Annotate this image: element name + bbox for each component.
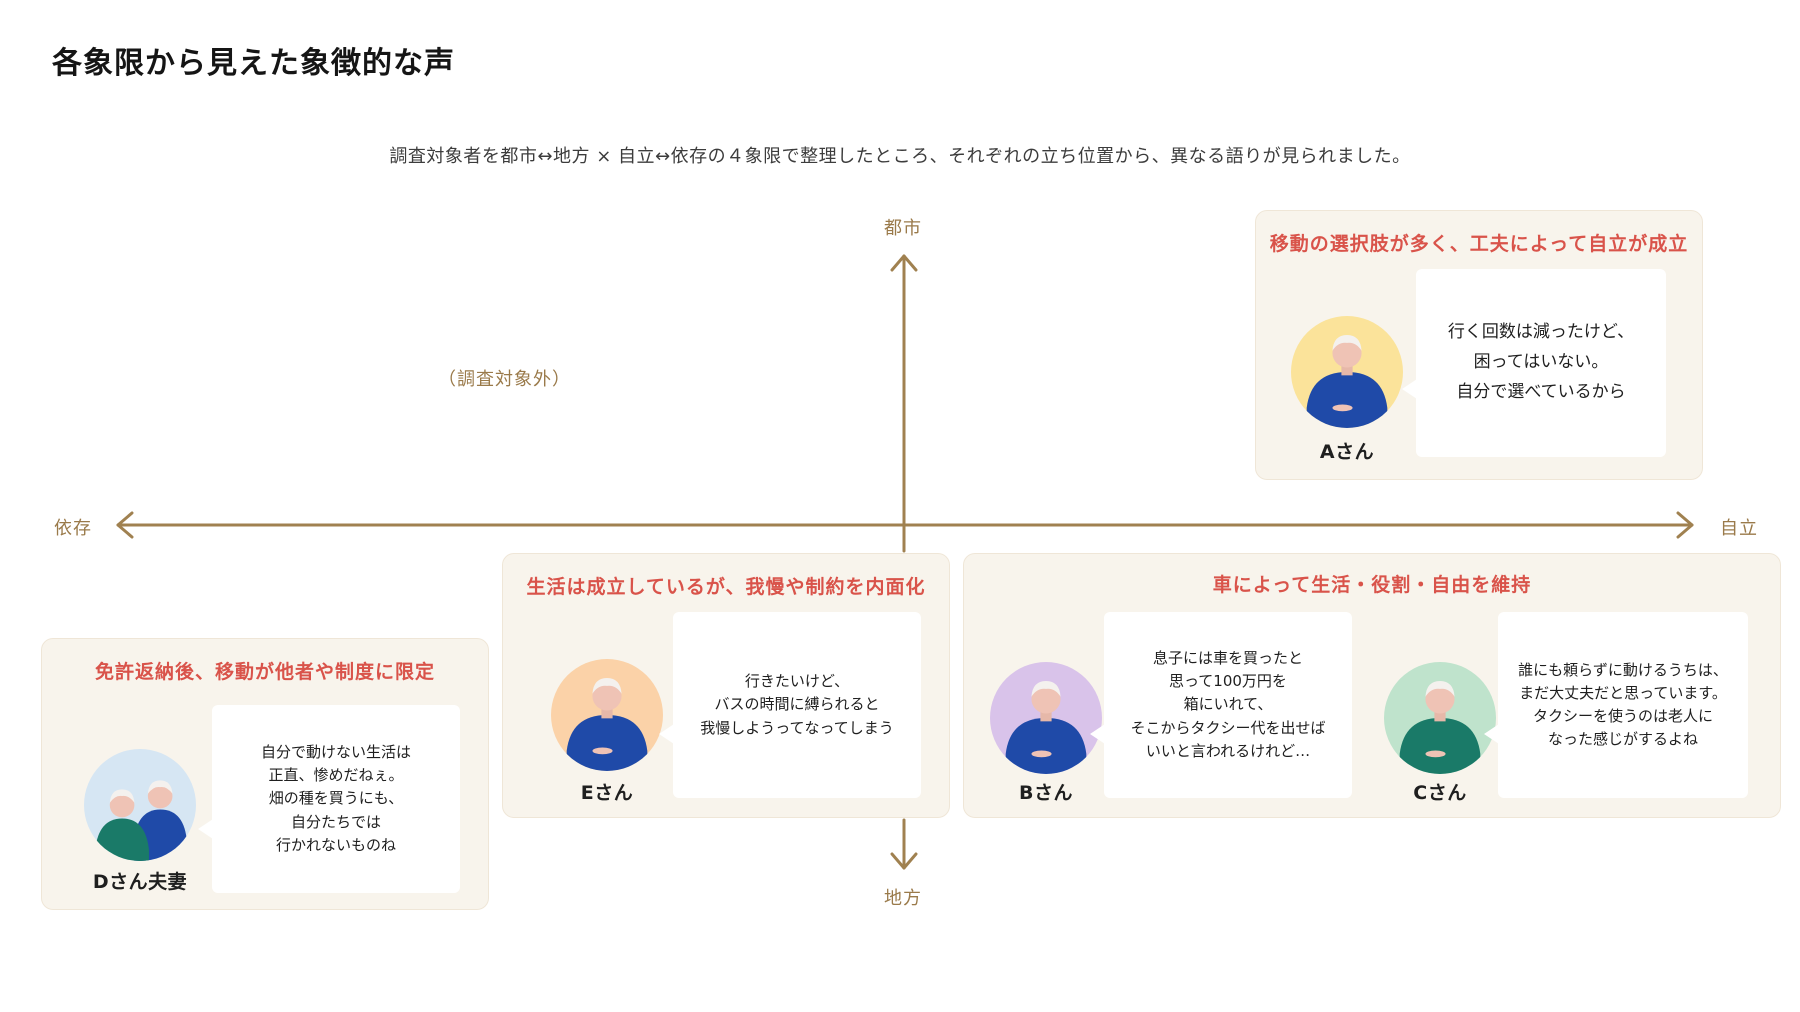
card-heading: 車によって生活・役割・自由を維持 [1212,574,1532,596]
quote-line: 行きたいけど、 [744,672,850,691]
elderly-couple-icon [84,749,196,861]
card-heading: 生活は成立しているが、我慢や制約を内面化 [526,576,926,598]
quote-line: 畑の種を買うにも、 [268,789,404,808]
page-title: 各象限から見えた象徴的な声 [52,46,455,81]
top-arrow-head [890,254,918,272]
quote-line: 自分たちでは [290,812,381,831]
quote-line: 箱にいれて、 [1183,695,1273,714]
right-arrow-head [1676,511,1694,539]
speech-bubble: 行く回数は減ったけど、 困ってはいない。 自分で選べているから [1402,269,1666,457]
quote-line: 困ってはいない。 [1473,352,1609,373]
speech-bubble: 誰にも頼らずに動けるうちは、 まだ大丈夫だと思っています。 タクシーを使うのは老… [1484,612,1748,798]
intro-text: 調査対象者を都市↔地方 × 自立↔依存の４象限で整理したところ、それぞれの立ち位… [389,146,1411,167]
quote-line: まだ大丈夫だと思っています。 [1519,683,1727,702]
speech-bubble: 自分で動けない生活は 正直、惨めだねぇ。 畑の種を買うにも、 自分たちでは 行か… [198,705,460,893]
bottom-arrow-head [890,852,918,870]
person-name: Aさん [1319,441,1375,463]
quote-line: 正直、惨めだねぇ。 [268,766,404,785]
speech-bubble: 息子には車を買ったと 思って100万円を 箱にいれて、 そこからタクシー代を出せ… [1090,612,1352,798]
person-name: Eさん [580,782,634,804]
quote-line: 行かれないものね [275,835,396,854]
axis-label-bottom: 地方 [884,888,922,909]
axis-label-right: 自立 [1720,518,1758,539]
quote-line: バスの時間に縛られると [714,695,880,714]
avatar-e [551,659,663,771]
left-arrow-head [116,511,134,539]
elderly-person-icon [1384,662,1496,774]
avatar-d [84,749,196,861]
card-urban-independent: 移動の選択肢が多く、工夫によって自立が成立 Aさん 行く回数は減ったけど、 困っ… [1255,210,1703,480]
person-name: Dさん夫妻 [92,871,188,893]
axis-label-top: 都市 [884,218,922,239]
person-name: Bさん [1019,782,1073,804]
elderly-person-icon [1291,316,1403,428]
card-rural-independent: 車によって生活・役割・自由を維持 Bさん 息子には車を買ったと 思って100万円… [963,553,1781,818]
card-rural-dependent: 免許返納後、移動が他者や制度に限定 Dさん夫妻 自分で動けない生活は 正直、惨め… [41,638,489,910]
quote-line: 誰にも頼らずに動けるうちは、 [1518,660,1728,679]
avatar-b [990,662,1102,774]
excluded-quadrant-label: （調査対象外） [438,369,571,390]
card-rural-middle: 生活は成立しているが、我慢や制約を内面化 Eさん 行きたいけど、 バスの時間に縛… [502,553,950,818]
card-heading: 免許返納後、移動が他者や制度に限定 [94,661,435,683]
quote-line: タクシーを使うのは老人に [1532,707,1713,725]
person-name: Cさん [1413,782,1467,804]
speech-bubble: 行きたいけど、 バスの時間に縛られると 我慢しようってなってしまう [659,612,921,798]
quote-line: いいと言われるけれど… [1145,741,1311,760]
axis-label-left: 依存 [54,518,92,539]
quote-line: そこからタクシー代を出せば [1130,718,1326,737]
quote-line: 思って100万円を [1169,672,1287,691]
card-heading: 移動の選択肢が多く、工夫によって自立が成立 [1269,233,1689,255]
quote-line: 自分で動けない生活は [260,742,411,761]
elderly-person-icon [990,662,1102,774]
elderly-person-icon [551,659,663,771]
avatar-a [1291,316,1403,428]
quote-line: 行く回数は減ったけど、 [1447,322,1635,343]
avatar-c [1384,662,1496,774]
quote-line: 息子には車を買ったと [1152,648,1303,667]
quote-line: 我慢しようってなってしまう [700,718,894,737]
quote-line: 自分で選べているから [1456,381,1626,402]
quote-line: なった感じがするよね [1547,730,1698,749]
